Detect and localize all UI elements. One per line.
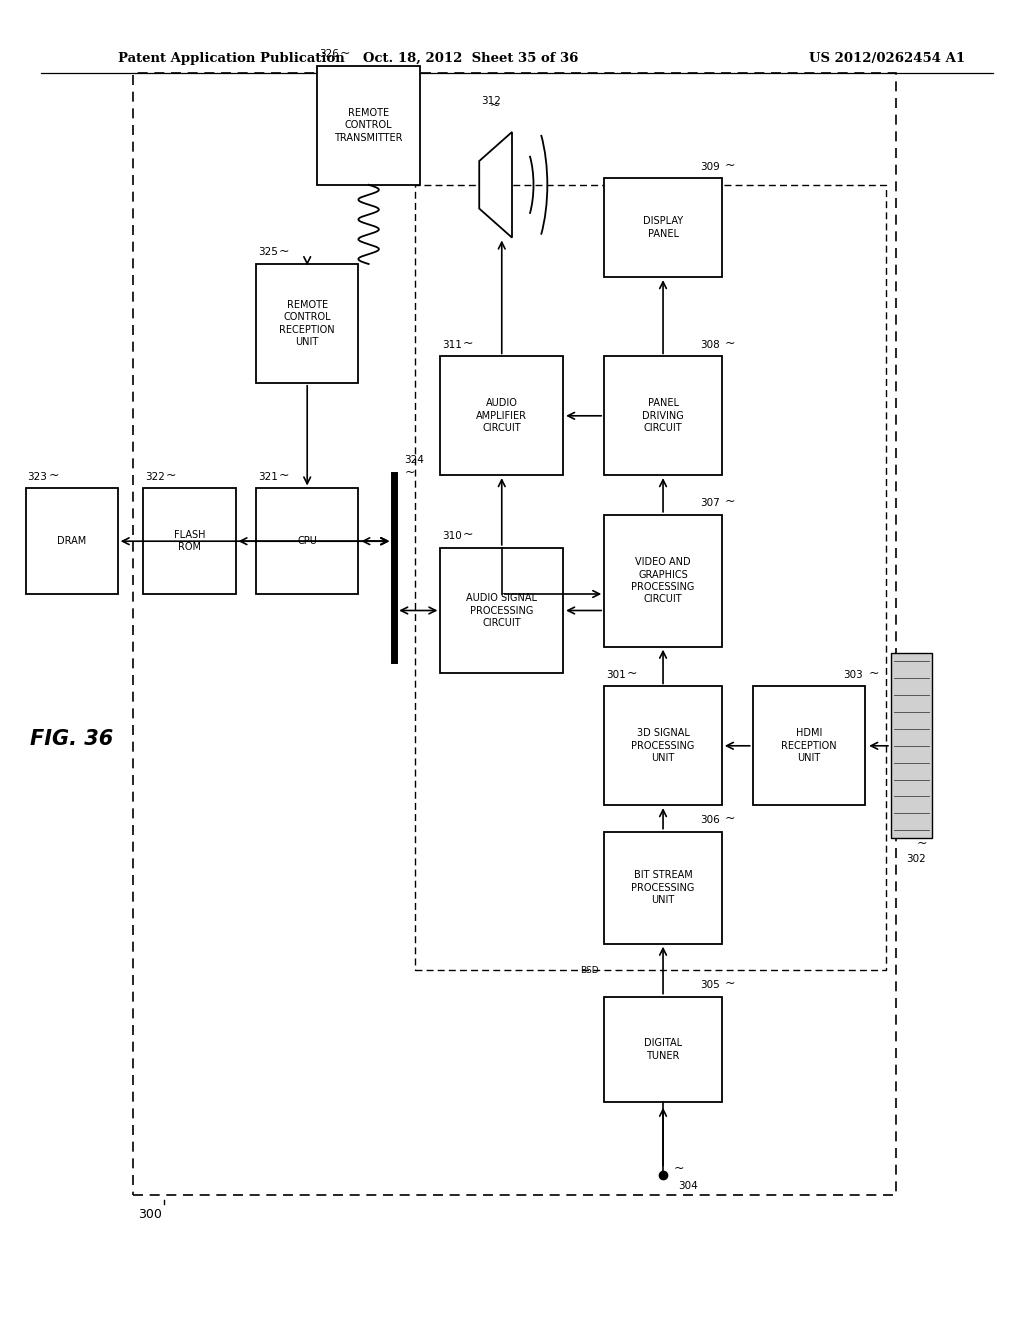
FancyBboxPatch shape — [604, 997, 722, 1102]
Text: REMOTE
CONTROL
TRANSMITTER: REMOTE CONTROL TRANSMITTER — [335, 108, 402, 143]
Text: ~: ~ — [166, 469, 176, 482]
Text: 321: 321 — [258, 471, 278, 482]
Polygon shape — [479, 132, 512, 238]
Text: Oct. 18, 2012  Sheet 35 of 36: Oct. 18, 2012 Sheet 35 of 36 — [364, 51, 579, 65]
Text: VIDEO AND
GRAPHICS
PROCESSING
CIRCUIT: VIDEO AND GRAPHICS PROCESSING CIRCUIT — [632, 557, 694, 605]
Text: REMOTE
CONTROL
RECEPTION
UNIT: REMOTE CONTROL RECEPTION UNIT — [280, 300, 335, 347]
Text: Patent Application Publication: Patent Application Publication — [118, 51, 344, 65]
Text: ~: ~ — [404, 466, 415, 479]
Text: 308: 308 — [700, 339, 720, 350]
Text: ~: ~ — [279, 469, 289, 482]
Text: ~: ~ — [916, 837, 927, 850]
Text: DRAM: DRAM — [57, 536, 86, 546]
FancyBboxPatch shape — [256, 488, 358, 594]
Text: 325: 325 — [258, 247, 278, 257]
Text: DIGITAL
TUNER: DIGITAL TUNER — [644, 1039, 682, 1060]
Text: ~: ~ — [725, 337, 735, 350]
FancyBboxPatch shape — [891, 653, 932, 838]
Text: 306: 306 — [700, 814, 720, 825]
Text: ~: ~ — [48, 469, 58, 482]
Text: ~: ~ — [463, 337, 473, 350]
Text: 302: 302 — [906, 854, 927, 865]
Text: 312: 312 — [481, 95, 501, 106]
Text: 323: 323 — [28, 471, 47, 482]
Text: ~: ~ — [725, 977, 735, 990]
Text: ~: ~ — [489, 99, 500, 112]
FancyBboxPatch shape — [604, 356, 722, 475]
FancyBboxPatch shape — [604, 515, 722, 647]
Text: HDMI
RECEPTION
UNIT: HDMI RECEPTION UNIT — [781, 729, 837, 763]
Text: 301: 301 — [606, 669, 626, 680]
FancyBboxPatch shape — [256, 264, 358, 383]
Text: AUDIO
AMPLIFIER
CIRCUIT: AUDIO AMPLIFIER CIRCUIT — [476, 399, 527, 433]
FancyBboxPatch shape — [604, 178, 722, 277]
Text: ~: ~ — [674, 1162, 684, 1175]
Text: 310: 310 — [442, 531, 462, 541]
Text: ~: ~ — [627, 667, 637, 680]
Text: FIG. 36: FIG. 36 — [30, 729, 114, 750]
Text: 303: 303 — [844, 669, 863, 680]
Text: ~: ~ — [725, 158, 735, 172]
FancyBboxPatch shape — [26, 488, 118, 594]
Text: 3D SIGNAL
PROCESSING
UNIT: 3D SIGNAL PROCESSING UNIT — [632, 729, 694, 763]
Text: ~: ~ — [463, 528, 473, 541]
Text: 324: 324 — [404, 454, 424, 465]
Text: PANEL
DRIVING
CIRCUIT: PANEL DRIVING CIRCUIT — [642, 399, 684, 433]
Text: 326: 326 — [319, 49, 339, 59]
FancyBboxPatch shape — [143, 488, 236, 594]
FancyBboxPatch shape — [440, 548, 563, 673]
Text: 300: 300 — [138, 1208, 162, 1221]
Text: 309: 309 — [700, 161, 720, 172]
Text: CPU: CPU — [297, 536, 317, 546]
Text: ~: ~ — [725, 495, 735, 508]
Text: BIT STREAM
PROCESSING
UNIT: BIT STREAM PROCESSING UNIT — [632, 870, 694, 906]
Text: US 2012/0262454 A1: US 2012/0262454 A1 — [809, 51, 965, 65]
FancyBboxPatch shape — [440, 356, 563, 475]
Text: 304: 304 — [678, 1181, 698, 1192]
Text: ~: ~ — [340, 46, 350, 59]
FancyBboxPatch shape — [317, 66, 420, 185]
FancyBboxPatch shape — [753, 686, 865, 805]
Text: FLASH
ROM: FLASH ROM — [174, 531, 205, 552]
Text: 307: 307 — [700, 498, 720, 508]
Text: BSD: BSD — [581, 966, 599, 974]
Text: ~: ~ — [725, 812, 735, 825]
Text: 305: 305 — [700, 979, 720, 990]
Text: 322: 322 — [145, 471, 165, 482]
Text: ~: ~ — [868, 667, 879, 680]
Text: 311: 311 — [442, 339, 462, 350]
FancyBboxPatch shape — [604, 686, 722, 805]
FancyBboxPatch shape — [604, 832, 722, 944]
Text: AUDIO SIGNAL
PROCESSING
CIRCUIT: AUDIO SIGNAL PROCESSING CIRCUIT — [466, 593, 538, 628]
Text: ~: ~ — [279, 244, 289, 257]
Text: DISPLAY
PANEL: DISPLAY PANEL — [643, 216, 683, 239]
